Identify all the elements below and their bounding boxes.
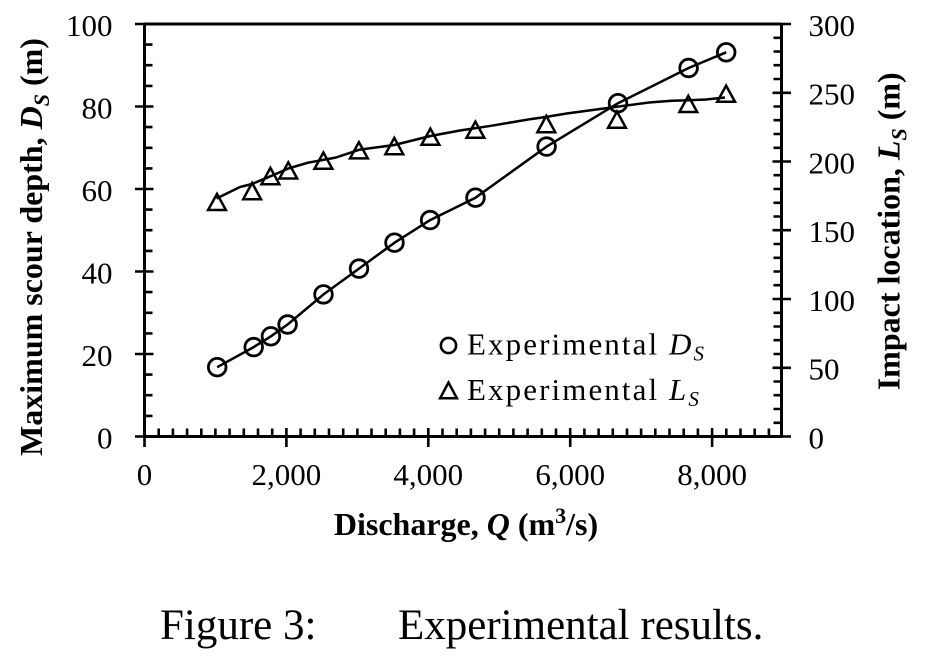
svg-text:Discharge, Q (m3/s): Discharge, Q (m3/s) [334, 503, 598, 542]
svg-text:60: 60 [82, 173, 113, 208]
svg-text:Maximum scour depth, DS (m): Maximum scour depth, DS (m) [13, 38, 54, 456]
svg-text:100: 100 [66, 8, 113, 43]
svg-text:40: 40 [82, 255, 113, 290]
svg-text:8,000: 8,000 [677, 457, 747, 492]
svg-text:20: 20 [82, 338, 113, 373]
svg-text:Experimental DS: Experimental DS [467, 327, 706, 366]
svg-text:Experimental LS: Experimental LS [467, 372, 701, 411]
svg-text:Figure 3:Experimental results.: Figure 3: Experimental results. [160, 602, 763, 649]
svg-text:Impact location, LS (m): Impact location, LS (m) [871, 72, 912, 390]
svg-text:6,000: 6,000 [535, 457, 605, 492]
svg-text:2,000: 2,000 [252, 457, 322, 492]
svg-text:150: 150 [809, 214, 856, 249]
svg-text:250: 250 [809, 77, 856, 112]
svg-text:80: 80 [82, 90, 113, 125]
svg-text:200: 200 [809, 145, 856, 180]
svg-text:0: 0 [809, 420, 825, 455]
svg-text:100: 100 [809, 283, 856, 318]
svg-text:0: 0 [97, 420, 113, 455]
svg-text:4,000: 4,000 [393, 457, 463, 492]
svg-text:50: 50 [809, 352, 840, 387]
svg-text:0: 0 [137, 457, 153, 492]
svg-text:300: 300 [809, 8, 856, 43]
